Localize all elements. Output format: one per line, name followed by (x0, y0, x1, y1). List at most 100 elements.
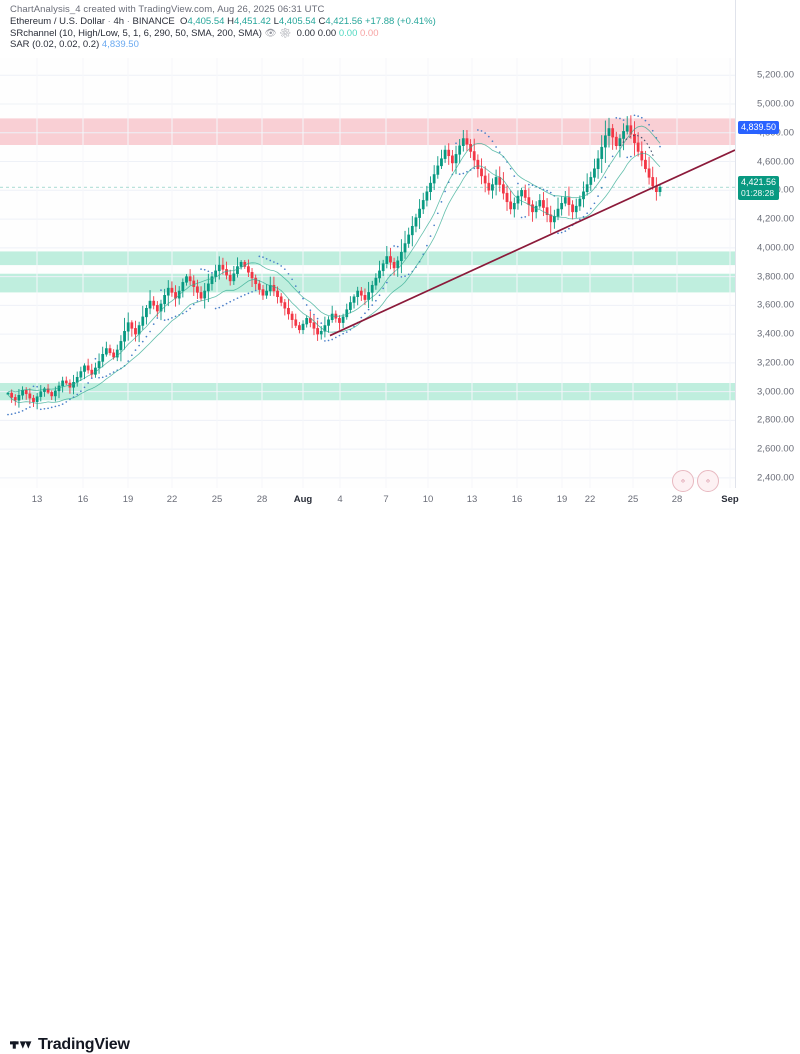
sar-dot (455, 142, 457, 145)
time-axis-tick: 22 (584, 494, 596, 505)
price-axis-tick: 3,600.00 (757, 299, 794, 311)
eye-icon[interactable]: 👁 (264, 27, 277, 39)
footer-bar: TradingView (0, 514, 800, 1053)
sar-dot (385, 281, 388, 284)
uptrend-support-line[interactable] (329, 149, 735, 337)
last-price-badge[interactable]: 4,421.56 01:28:28 (738, 176, 780, 201)
time-axis-tick: 7 (383, 494, 389, 505)
sar-dot (236, 297, 239, 300)
candle-body (298, 325, 301, 331)
sar-dot (622, 119, 625, 121)
sar-dot (564, 230, 567, 232)
candle-body (359, 290, 363, 296)
candle-body (108, 348, 112, 354)
candle-body (363, 295, 367, 300)
candle-body (247, 266, 250, 273)
candle-body (389, 256, 392, 263)
price-axis-tick: 2,800.00 (757, 414, 794, 426)
sar-dot (163, 319, 166, 321)
sar-dot (466, 170, 468, 173)
candle-body (440, 158, 443, 167)
candle-body (53, 390, 57, 397)
sar-dot (76, 393, 79, 396)
candle-body (414, 217, 418, 227)
sar-dot (487, 135, 490, 138)
candle-body (225, 269, 228, 276)
price-axis-tick: 2,600.00 (757, 443, 794, 455)
sar-price-badge[interactable]: 4,839.50 (738, 121, 780, 135)
candle-body (603, 135, 607, 148)
candle-body (126, 322, 130, 332)
candle-body (206, 283, 210, 292)
candle-body (287, 307, 290, 315)
legend-change-value: +17.88 (+0.41%) (364, 16, 436, 27)
sar-dot (400, 276, 403, 278)
sar-dot (320, 322, 323, 324)
price-chart-plot[interactable] (0, 58, 735, 488)
sar-dot (560, 231, 563, 234)
legend-low-label: L (273, 16, 279, 27)
legend-symbol-row[interactable]: Ethereum / U.S. Dollar · 4h · BINANCE O4… (10, 16, 436, 27)
time-axis-tick: Aug (293, 494, 313, 505)
candle-body (330, 313, 334, 320)
time-axis-tick: 22 (166, 494, 178, 505)
candle-body (338, 318, 341, 323)
sar-dot (513, 175, 516, 177)
sar-dot (251, 291, 253, 293)
candle-body (472, 151, 476, 161)
sar-dot (604, 176, 607, 179)
legend-interval[interactable]: 4h (113, 16, 125, 27)
legend-symbol[interactable]: Ethereum / U.S. Dollar (10, 16, 106, 27)
legend-close-value: 4,421.56 (325, 16, 363, 27)
legend-indicator-srchannel-row[interactable]: SRchannel (10, High/Low, 5, 1, 6, 290, 5… (10, 28, 436, 40)
candle-body (316, 328, 319, 335)
sar-dot (196, 300, 199, 302)
sar-dot (615, 117, 618, 119)
candle-body (327, 319, 330, 326)
time-axis-tick: 16 (511, 494, 523, 505)
legend-indicator-sar-row[interactable]: SAR (0.02, 0.02, 0.2) 4,839.50 (10, 39, 436, 51)
sar-dot (25, 408, 28, 410)
candle-body (658, 187, 662, 192)
sar-dot (291, 278, 293, 281)
sar-dot (269, 259, 272, 262)
sar-dot (404, 275, 406, 277)
candle-body (188, 276, 192, 282)
candle-body (614, 136, 618, 146)
candle-body (203, 290, 207, 299)
sar-dot (21, 409, 24, 412)
candle-body (163, 295, 167, 305)
candle-body (487, 182, 491, 191)
settings-icon[interactable]: ⚙ (279, 27, 292, 39)
candle-body (367, 292, 370, 300)
price-axis-tick: 4,000.00 (757, 242, 794, 254)
candle-body (79, 371, 83, 378)
chart-canvas (0, 58, 735, 488)
time-axis[interactable]: 13 16 19 22 25 28 Aug 4 7 10 13 16 19 22 25 28 Sep (0, 488, 800, 514)
sar-dot (345, 331, 348, 333)
candle-body (552, 215, 556, 223)
candle-body (64, 380, 68, 384)
sar-dot (167, 318, 170, 321)
candle-body (356, 290, 360, 297)
time-axis-tick: Sep (721, 494, 739, 505)
sar-dot (211, 271, 213, 274)
sar-dot (520, 216, 523, 219)
sar-dot (7, 413, 9, 416)
candle-body (341, 316, 345, 323)
sar-dot (378, 294, 381, 297)
legend-indicator-sar-name[interactable]: SAR (0.02, 0.02, 0.2) (10, 39, 100, 50)
sar-dot (477, 129, 479, 131)
candle-body (261, 289, 265, 296)
sar-dot (276, 262, 279, 265)
sr-channel-upper-line (7, 125, 661, 393)
candle-body (28, 393, 32, 399)
legend-srchannel-v1: 0.00 (296, 27, 316, 39)
price-axis-tick: 3,400.00 (757, 328, 794, 340)
legend-indicator-srchannel-name[interactable]: SRchannel (10, High/Low, 5, 1, 6, 290, 5… (10, 27, 262, 39)
candle-body (501, 184, 505, 194)
time-axis-tick: 25 (627, 494, 639, 505)
sar-dot (644, 119, 647, 122)
legend-open-label: O (180, 16, 188, 27)
candle-body (454, 154, 458, 164)
